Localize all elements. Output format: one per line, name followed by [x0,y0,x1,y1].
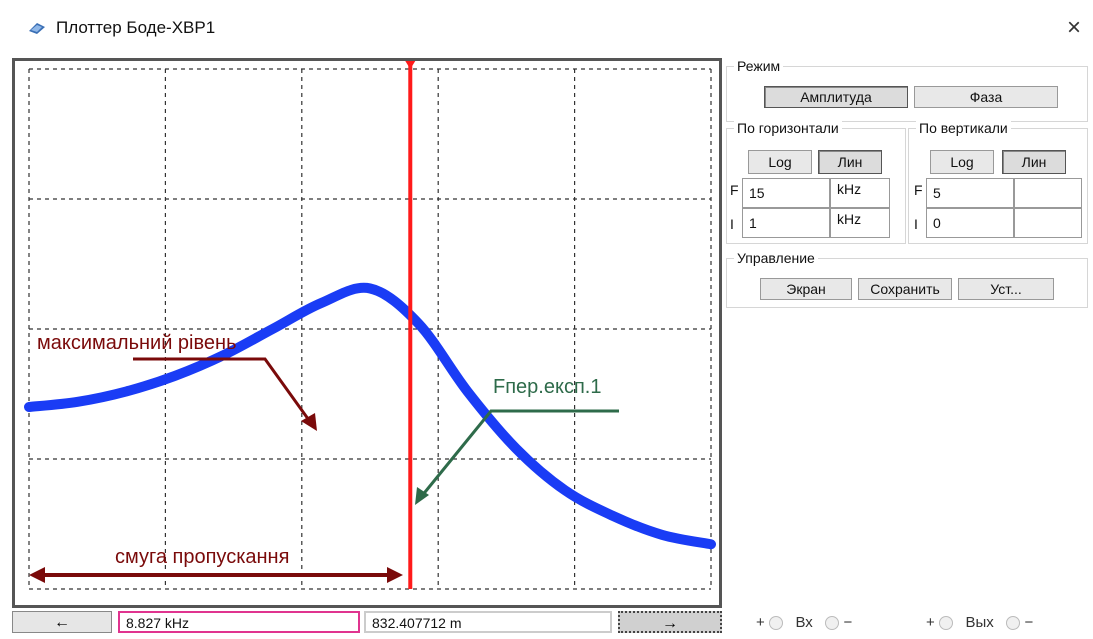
plotter-icon [29,23,45,34]
close-button[interactable]: × [1066,14,1081,41]
input-terminals: + Вх − [756,614,852,631]
input-plus-terminal[interactable] [768,616,783,631]
title-bar: Плоттер Боде-XBP1 × [0,0,1093,58]
annotation-max-level: максимальний рівень [37,332,236,354]
cursor-right-button[interactable]: → [618,611,722,633]
horizontal-final-input[interactable]: 15 [742,178,830,208]
horizontal-final-unit[interactable]: kHz [830,178,890,208]
cursor-readout-bar: ← 8.827 kHz 832.407712 m → [12,611,724,635]
output-plus-label: + [926,614,935,631]
control-label: Управление [734,250,818,266]
vertical-final-unit[interactable] [1014,178,1082,208]
output-plus-terminal[interactable] [938,616,953,631]
value-readout: 832.407712 m [364,611,612,633]
bode-plot-svg: максимальний рівень Fпер.експ.1 смуга проп… [24,61,716,590]
input-minus-terminal[interactable] [825,616,840,631]
amplitude-response-curve [24,282,716,550]
horizontal-lin-button[interactable]: Лин [818,150,882,174]
control-group [726,258,1088,308]
horizontal-initial-label: I [730,216,734,232]
phase-button[interactable]: Фаза [914,86,1058,108]
window-title: Плоттер Боде-XBP1 [56,18,216,37]
settings-button[interactable]: Уст... [958,278,1054,300]
cursor-marker-icon [405,61,416,69]
annotation-cutoff-frequency: Fпер.експ.1 [493,376,601,398]
annotation-max-level-arrowhead [301,413,317,431]
vertical-lin-button[interactable]: Лин [1002,150,1066,174]
save-button[interactable]: Сохранить [858,278,952,300]
annotation-passband: смуга пропускання [115,546,289,568]
vertical-label: По вертикали [916,120,1011,136]
input-label: Вх [795,614,813,631]
horizontal-log-button[interactable]: Log [748,150,812,174]
input-plus-label: + [756,614,765,631]
vertical-final-label: F [914,182,923,198]
annotation-cutoff-arrowhead [415,487,429,505]
horizontal-label: По горизонтали [734,120,842,136]
vertical-initial-input[interactable]: 0 [926,208,1014,238]
horizontal-final-label: F [730,182,739,198]
mode-label: Режим [734,58,784,74]
annotation-passband-arrowhead-left [29,567,45,583]
output-terminals: + Вых − [926,614,1033,631]
cursor-left-button[interactable]: ← [12,611,112,633]
amplitude-button[interactable]: Амплитуда [764,86,908,108]
vertical-log-button[interactable]: Log [930,150,994,174]
output-minus-label: − [1024,614,1034,631]
horizontal-initial-input[interactable]: 1 [742,208,830,238]
input-minus-label: − [843,614,853,631]
bode-plot-area[interactable]: максимальний рівень Fпер.експ.1 смуга проп… [12,58,722,608]
annotation-cutoff-leader [419,409,619,498]
vertical-initial-unit[interactable] [1014,208,1082,238]
output-minus-terminal[interactable] [1006,616,1021,631]
vertical-final-input[interactable]: 5 [926,178,1014,208]
screen-button[interactable]: Экран [760,278,852,300]
frequency-readout: 8.827 kHz [118,611,360,633]
vertical-initial-label: I [914,216,918,232]
control-panel: Режим Амплитуда Фаза По горизонтали Log … [726,58,1092,308]
annotation-max-level-leader [133,357,313,424]
horizontal-initial-unit[interactable]: kHz [830,208,890,238]
annotation-passband-arrowhead-right [387,567,403,583]
mode-group [726,66,1088,122]
output-label: Вых [965,614,994,631]
